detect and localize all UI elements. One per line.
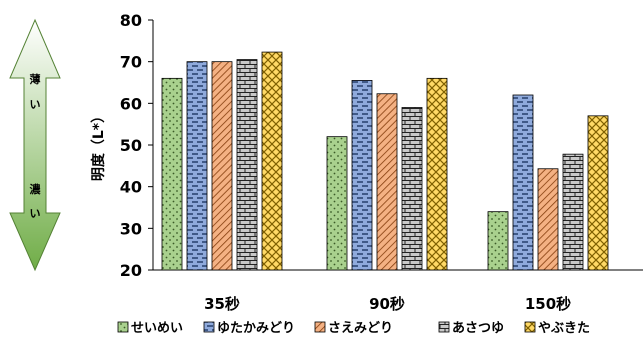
bar <box>562 153 584 271</box>
bar <box>537 168 559 271</box>
arrow-top-label: 薄い <box>30 72 41 111</box>
x-tick-label: 35秒 <box>204 295 240 313</box>
legend-item: ゆたかみどり <box>203 321 295 336</box>
bar <box>512 94 534 271</box>
legend-label: さえみどり <box>328 321 393 336</box>
bar <box>161 77 183 271</box>
arrow-bottom-label: 濃い <box>30 182 42 220</box>
x-tick-label: 90秒 <box>369 295 405 313</box>
legend-swatch <box>524 321 536 333</box>
svg-text:薄: 薄 <box>30 72 41 86</box>
legend: せいめい ゆたかみどり さえみどり あさつゆ やぶきた <box>117 321 590 336</box>
bar <box>487 211 509 271</box>
legend-item: やぶきた <box>524 321 590 336</box>
legend-label: ゆたかみどり <box>217 321 295 336</box>
y-tick-label: 40 <box>120 178 142 197</box>
x-tick-label: 150秒 <box>525 295 571 313</box>
bar <box>326 136 348 271</box>
bars <box>161 51 609 271</box>
legend-swatch <box>117 321 129 333</box>
legend-label: あさつゆ <box>452 321 504 336</box>
axes: 20 30 40 50 60 70 80 明度（L*） <box>90 11 643 280</box>
bar <box>376 93 398 271</box>
intensity-arrow-shape <box>9 18 61 272</box>
y-tick-label: 60 <box>120 94 142 113</box>
bar <box>401 107 423 271</box>
y-tick-label: 70 <box>120 53 142 72</box>
bar <box>587 115 609 271</box>
svg-text:い: い <box>30 207 41 220</box>
legend-item: あさつゆ <box>438 321 504 336</box>
bar <box>351 80 373 271</box>
y-tick-label: 50 <box>120 136 142 155</box>
labels: 35秒 90秒 150秒 <box>204 295 571 313</box>
bar <box>236 59 258 271</box>
y-tick-label: 20 <box>120 261 142 280</box>
bar <box>211 61 233 271</box>
bar <box>261 51 283 271</box>
legend-item: せいめい <box>117 321 183 336</box>
y-tick-label: 30 <box>120 219 142 238</box>
legend-label: せいめい <box>131 321 183 336</box>
legend-item: さえみどり <box>314 321 393 336</box>
legend-swatch <box>203 321 215 333</box>
svg-text:い: い <box>30 98 41 111</box>
y-tick-label: 80 <box>120 11 142 30</box>
bar <box>426 77 448 271</box>
legend-label: やぶきた <box>538 321 590 336</box>
svg-text:濃: 濃 <box>30 182 42 196</box>
y-axis-label: 明度（L*） <box>90 109 107 181</box>
bar <box>186 61 208 271</box>
legend-swatch <box>314 321 326 333</box>
legend-swatch <box>438 321 450 333</box>
